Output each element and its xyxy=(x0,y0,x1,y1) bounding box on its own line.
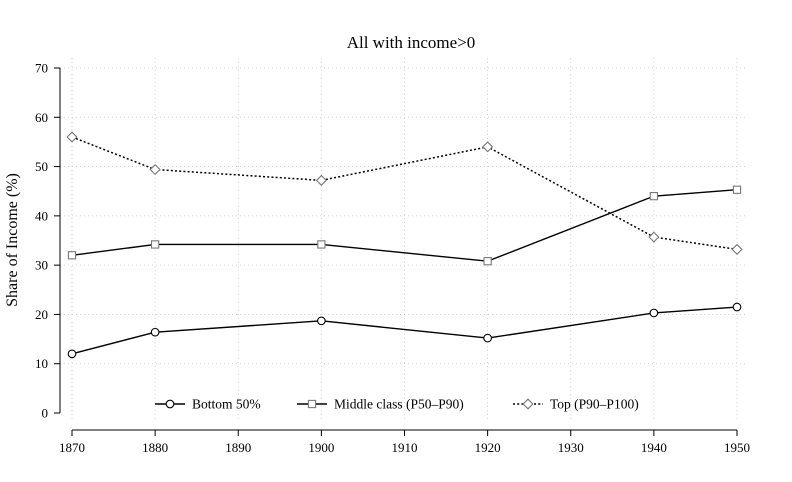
chart-title: All with income>0 xyxy=(347,33,476,52)
series-line-2 xyxy=(71,136,738,251)
y-tick-label-30: 30 xyxy=(35,258,48,273)
data-point-1-4 xyxy=(649,191,659,201)
data-point-2-0 xyxy=(66,131,78,143)
legend-label-0: Bottom 50% xyxy=(192,397,261,412)
legend-item-0: Bottom 50% xyxy=(155,397,261,412)
x-tick-label-1940: 1940 xyxy=(641,440,667,455)
legend-marker-1 xyxy=(307,399,317,409)
y-tick-label-0: 0 xyxy=(42,406,49,421)
series-0 xyxy=(67,302,742,359)
data-point-2-1 xyxy=(149,163,161,176)
x-tick-label-1870: 1870 xyxy=(59,440,85,455)
y-tick-label-60: 60 xyxy=(35,110,48,125)
x-tick-label-1910: 1910 xyxy=(392,440,418,455)
data-point-2-2 xyxy=(315,174,327,186)
x-tick-label-1920: 1920 xyxy=(475,440,501,455)
series-line-0 xyxy=(71,306,738,355)
y-axis-title: Share of Income (%) xyxy=(4,173,21,307)
data-point-2-3 xyxy=(482,141,494,153)
series-1 xyxy=(67,185,742,266)
data-point-2-4 xyxy=(648,231,660,243)
data-point-1-2 xyxy=(317,240,326,249)
data-point-1-5 xyxy=(732,185,742,194)
series-2 xyxy=(66,131,743,255)
data-point-1-0 xyxy=(67,251,77,260)
x-tick-label-1880: 1880 xyxy=(142,440,168,455)
legend-item-1: Middle class (P50–P90) xyxy=(297,397,464,412)
y-tick-label-20: 20 xyxy=(35,307,48,322)
data-point-0-4 xyxy=(649,308,659,318)
legend-item-2: Top (P90–P100) xyxy=(513,397,639,412)
data-point-0-3 xyxy=(483,333,492,343)
data-point-0-5 xyxy=(732,302,742,312)
y-tick-label-70: 70 xyxy=(35,61,48,76)
legend-marker-0 xyxy=(165,399,175,409)
legend-label-1: Middle class (P50–P90) xyxy=(334,397,464,412)
x-tick-label-1930: 1930 xyxy=(558,440,584,455)
y-tick-label-50: 50 xyxy=(35,159,48,174)
x-tick-label-1890: 1890 xyxy=(225,440,251,455)
data-point-0-0 xyxy=(67,349,77,359)
gridlines xyxy=(60,58,746,420)
data-point-1-1 xyxy=(150,240,160,249)
data-point-0-1 xyxy=(150,327,160,337)
series-line-1 xyxy=(71,189,738,262)
legend: Bottom 50% Middle class (P50–P90) Top (P90… xyxy=(155,397,639,412)
x-tick-label-1900: 1900 xyxy=(308,440,334,455)
axes: 0 10 20 30 40 50 60 70 1870 1880 1890 1900 1910 1920 1… xyxy=(35,61,750,456)
legend-label-2: Top (P90–P100) xyxy=(550,397,639,412)
data-point-1-3 xyxy=(483,257,492,266)
x-tick-label-1950: 1950 xyxy=(724,440,750,455)
data-point-0-2 xyxy=(317,316,326,326)
legend-marker-2 xyxy=(522,398,534,410)
data-point-2-5 xyxy=(731,243,743,255)
series-layer xyxy=(66,131,743,359)
y-tick-label-10: 10 xyxy=(35,356,48,371)
y-tick-label-40: 40 xyxy=(35,208,48,223)
